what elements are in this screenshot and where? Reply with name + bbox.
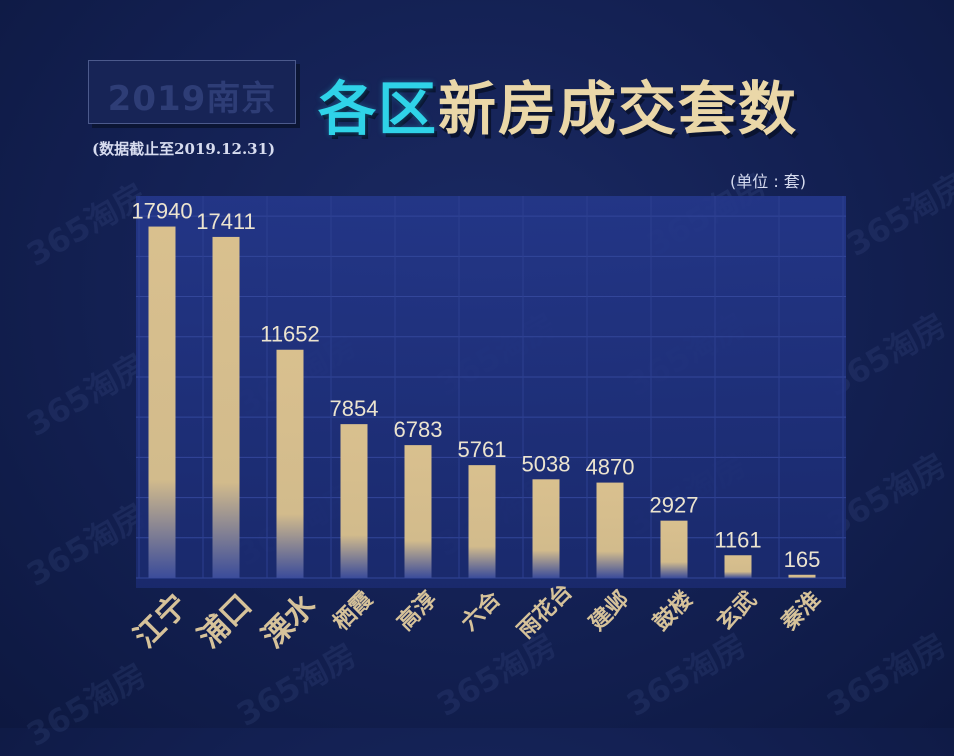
value-label-6: 5038 [522,451,571,476]
category-label-2: 溧水 [256,587,324,655]
category-label-7: 建邺 [585,587,634,636]
data-cutoff-note: (数据截止至2019.12.31) [92,140,276,158]
bar-3 [340,424,368,578]
year-city-badge: 2019南京 [88,60,296,124]
value-label-5: 5761 [458,437,507,462]
bar-6 [532,479,560,578]
value-label-1: 17411 [196,209,256,234]
category-label-8: 鼓楼 [649,587,698,636]
title-part-2: 新房成交套数 [438,75,799,143]
bar-8 [660,520,688,578]
value-label-10: 165 [784,547,821,572]
bar-1 [212,236,240,578]
category-label-1: 浦口 [192,588,259,655]
value-label-0: 17940 [131,199,192,224]
value-label-8: 2927 [650,493,699,518]
category-label-9: 玄武 [712,586,762,636]
category-label-6: 雨花台 [513,579,578,644]
bar-4 [404,445,432,578]
bar-9 [724,555,752,578]
unit-note: (单位 : 套) [730,172,807,191]
value-label-2: 11652 [260,322,320,347]
bar-5 [468,465,496,578]
value-label-4: 6783 [394,417,443,442]
category-label-5: 六合 [456,586,506,636]
bar-10 [788,574,816,578]
bar-chart: 17940 17411 11652 7854 6783 5761 5038 4870 2927 1… [128,196,846,655]
page-title: 各区新房成交套数 [318,62,798,146]
category-label-0: 江宁 [128,588,195,655]
value-label-9: 1161 [714,527,761,552]
badge-text: 2019南京 [107,79,277,119]
value-label-7: 4870 [586,455,635,480]
value-label-3: 7854 [330,396,379,421]
bar-0 [148,226,176,578]
bar-2 [276,349,304,578]
bars [148,226,816,578]
category-label-10: 秦淮 [776,587,826,637]
grid-lines [136,196,846,579]
bar-7 [596,482,624,578]
value-labels: 17940 17411 11652 7854 6783 5761 5038 4870 2927 1… [131,199,820,572]
category-label-3: 栖霞 [329,586,378,635]
title-part-1: 各区 [318,75,439,143]
category-label-4: 高淳 [392,586,442,636]
